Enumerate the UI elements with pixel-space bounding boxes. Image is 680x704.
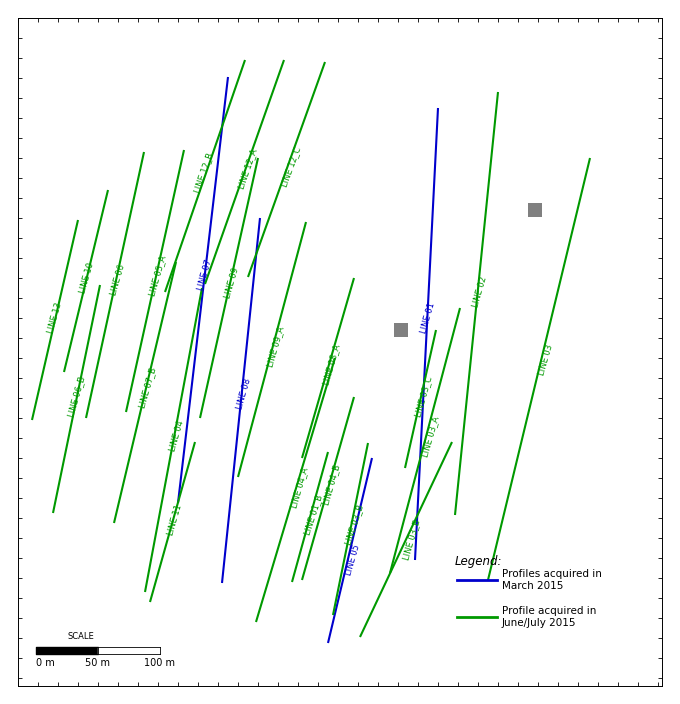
Text: LINE 06_B: LINE 06_B [67, 375, 87, 418]
Bar [528, 203, 542, 217]
Text: LINE 04: LINE 04 [168, 420, 186, 453]
Text: LINE 03_B: LINE 03_B [402, 519, 422, 562]
Text: LINE 08_A: LINE 08_A [322, 344, 342, 386]
Text: LINE 03_C: LINE 03_C [414, 375, 434, 418]
Text: LINE 12_A: LINE 12_A [237, 148, 259, 190]
Text: 100 m: 100 m [144, 658, 175, 668]
Text: LINE 01: LINE 01 [420, 301, 437, 334]
Text: LINE 09_A: LINE 09_A [266, 326, 286, 368]
Text: LINE 02: LINE 02 [471, 275, 489, 308]
Text: LINE 03: LINE 03 [537, 344, 555, 377]
Text: LINE 07: LINE 07 [197, 258, 214, 291]
Text: SCALE: SCALE [67, 632, 94, 641]
Text: LINE 08: LINE 08 [235, 377, 253, 410]
Text: LINE 11: LINE 11 [167, 503, 184, 536]
Text: LINE 06: LINE 06 [109, 263, 126, 296]
Bar [394, 323, 408, 337]
Text: Legend:: Legend: [455, 555, 503, 568]
Text: LINE 07_B: LINE 07_B [138, 367, 158, 410]
Text: LINE 04_A: LINE 04_A [290, 467, 310, 510]
Text: LINE 03_B: LINE 03_B [343, 503, 364, 546]
Text: LINE 12_B: LINE 12_B [193, 151, 215, 194]
Text: LINE 12_C: LINE 12_C [279, 146, 303, 188]
Text: LINE 04_B: LINE 04_B [322, 463, 342, 506]
Text: LINE 05_A: LINE 05_A [148, 255, 168, 297]
Text: LINE 10: LINE 10 [78, 261, 96, 294]
Text: Profiles acquired in
March 2015: Profiles acquired in March 2015 [502, 570, 602, 591]
Text: LINE 03_A: LINE 03_A [421, 415, 441, 458]
Text: Profile acquired in
June/July 2015: Profile acquired in June/July 2015 [502, 606, 596, 628]
Text: LINE 09: LINE 09 [223, 266, 241, 300]
Text: LINE 01_B: LINE 01_B [302, 494, 324, 536]
Text: 50 m: 50 m [86, 658, 110, 668]
Text: LINE 13: LINE 13 [46, 301, 64, 334]
Text: LINE 05: LINE 05 [344, 543, 362, 577]
Text: 0 m: 0 m [36, 658, 55, 668]
